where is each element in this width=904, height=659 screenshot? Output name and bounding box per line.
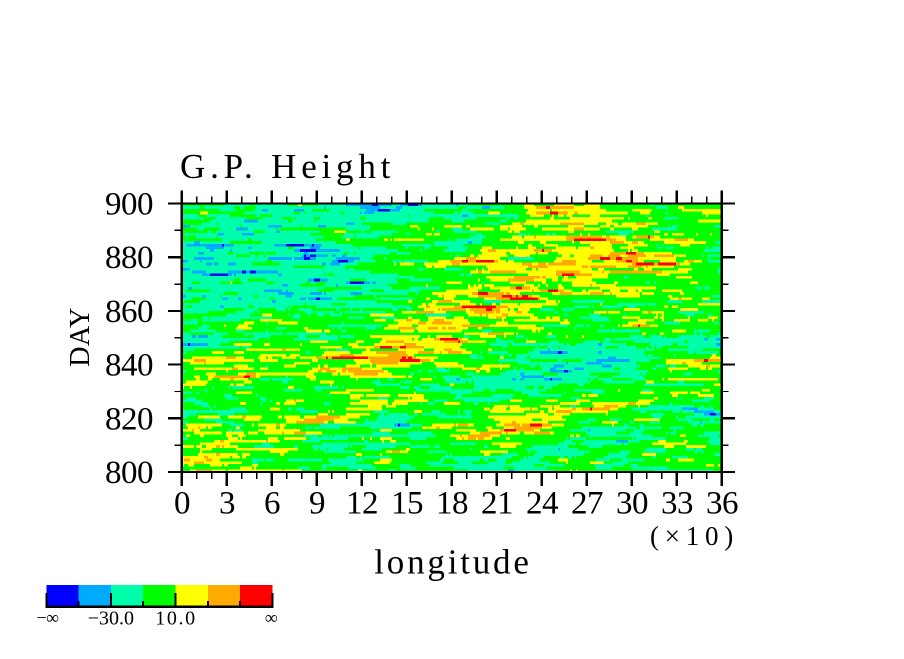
svg-text:33: 33 (661, 486, 693, 522)
svg-text:3: 3 (219, 486, 235, 522)
svg-text:(×10): (×10) (650, 521, 739, 551)
svg-text:880: 880 (105, 240, 153, 276)
svg-text:900: 900 (105, 187, 153, 223)
svg-text:15: 15 (391, 486, 423, 522)
svg-text:0: 0 (174, 486, 190, 522)
svg-text:6: 6 (264, 486, 280, 522)
svg-text:G.P. Height: G.P. Height (180, 147, 395, 186)
svg-text:840: 840 (105, 348, 153, 384)
svg-text:−30.0: −30.0 (88, 608, 134, 630)
svg-text:820: 820 (105, 401, 153, 437)
svg-text:12: 12 (346, 486, 378, 522)
svg-text:30: 30 (616, 486, 648, 522)
svg-text:∞: ∞ (265, 608, 278, 628)
svg-text:10.0: 10.0 (155, 608, 196, 630)
svg-text:800: 800 (105, 455, 153, 491)
svg-text:21: 21 (481, 486, 513, 522)
svg-text:9: 9 (309, 486, 325, 522)
svg-text:DAY: DAY (65, 307, 96, 367)
svg-text:860: 860 (105, 294, 153, 330)
svg-text:−∞: −∞ (37, 608, 60, 628)
svg-text:24: 24 (526, 486, 558, 522)
svg-text:36: 36 (706, 486, 738, 522)
svg-text:27: 27 (571, 486, 603, 522)
svg-text:18: 18 (436, 486, 468, 522)
svg-text:longitude: longitude (374, 543, 531, 582)
